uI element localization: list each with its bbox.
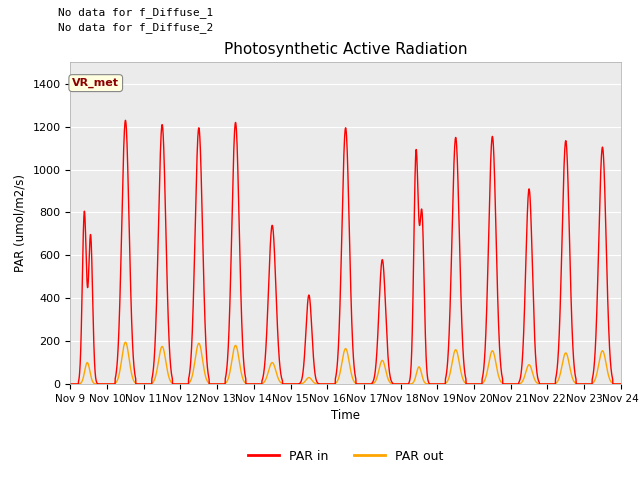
Text: VR_met: VR_met	[72, 78, 119, 88]
PAR in	[67, 381, 74, 387]
PAR in	[163, 236, 170, 242]
PAR in	[130, 357, 138, 363]
Text: No data for f_Diffuse_2: No data for f_Diffuse_2	[58, 22, 213, 33]
Title: Photosynthetic Active Radiation: Photosynthetic Active Radiation	[224, 42, 467, 57]
PAR in	[278, 375, 285, 381]
PAR in	[606, 354, 614, 360]
PAR out	[278, 380, 285, 386]
Text: No data for f_Diffuse_1: No data for f_Diffuse_1	[58, 7, 213, 18]
Legend: PAR in, PAR out: PAR in, PAR out	[243, 445, 448, 468]
PAR out	[606, 377, 614, 383]
PAR in	[547, 381, 555, 387]
Line: PAR in: PAR in	[70, 120, 621, 384]
Line: PAR out: PAR out	[70, 342, 621, 384]
PAR out	[617, 381, 625, 387]
PAR in	[617, 381, 625, 387]
PAR out	[130, 377, 138, 383]
PAR out	[122, 339, 129, 345]
X-axis label: Time: Time	[331, 409, 360, 422]
PAR out	[301, 378, 309, 384]
PAR in	[122, 118, 129, 123]
PAR in	[301, 336, 309, 342]
Y-axis label: PAR (umol/m2/s): PAR (umol/m2/s)	[14, 174, 27, 272]
PAR out	[163, 360, 170, 366]
PAR out	[67, 381, 74, 387]
PAR out	[547, 381, 555, 387]
